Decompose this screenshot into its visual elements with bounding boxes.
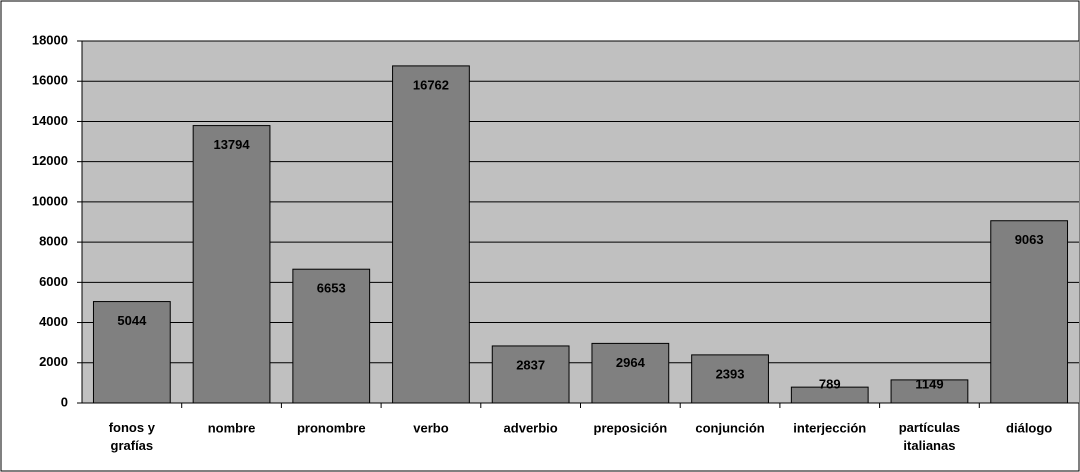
data-label: 16762 bbox=[413, 77, 449, 92]
bar bbox=[392, 65, 470, 404]
x-tick-label-line: fonos y bbox=[109, 420, 156, 435]
x-tick-label: verbo bbox=[413, 420, 448, 435]
bar bbox=[92, 301, 171, 404]
x-tick-label: diálogo bbox=[1006, 420, 1052, 435]
bar bbox=[591, 342, 670, 404]
data-label: 2964 bbox=[616, 355, 646, 370]
x-tick-label: conjunción bbox=[695, 420, 764, 435]
x-tick-label: partículas italianas bbox=[899, 420, 960, 453]
data-label: 1149 bbox=[915, 376, 943, 391]
y-tick-label: 6000 bbox=[39, 274, 68, 289]
bar bbox=[292, 268, 371, 404]
data-label: 13794 bbox=[213, 137, 250, 152]
y-tick-label: 8000 bbox=[39, 234, 68, 249]
data-label: 789 bbox=[819, 376, 841, 391]
y-tick-label: 18000 bbox=[32, 32, 68, 47]
y-tick-label: 12000 bbox=[32, 153, 68, 168]
bar bbox=[192, 125, 271, 404]
y-tick-label: 14000 bbox=[32, 113, 68, 128]
y-tick-label: 2000 bbox=[39, 354, 68, 369]
y-tick-label: 16000 bbox=[32, 73, 68, 88]
x-tick-label: preposición bbox=[594, 420, 668, 435]
y-tick-label: 4000 bbox=[39, 314, 68, 329]
bar bbox=[990, 220, 1069, 404]
y-tick-label: 10000 bbox=[32, 193, 68, 208]
x-tick-label: adverbio bbox=[504, 420, 558, 435]
data-label: 9063 bbox=[1015, 232, 1044, 247]
x-tick-label: interjección bbox=[793, 420, 866, 435]
x-tick-label: fonos y grafías bbox=[109, 420, 156, 453]
data-label: 5044 bbox=[117, 313, 147, 328]
data-label: 2393 bbox=[716, 366, 745, 381]
x-tick-label: pronombre bbox=[297, 420, 366, 435]
bar bbox=[491, 345, 570, 404]
x-tick-label-line: partículas bbox=[899, 420, 960, 435]
data-label: 2837 bbox=[516, 357, 545, 372]
y-tick-label: 0 bbox=[61, 394, 68, 409]
bar bbox=[691, 354, 769, 404]
x-tick-label: nombre bbox=[208, 420, 256, 435]
data-label: 6653 bbox=[317, 281, 346, 296]
x-tick-label-line: italianas bbox=[903, 438, 955, 453]
x-tick-label-line: grafías bbox=[111, 438, 154, 453]
